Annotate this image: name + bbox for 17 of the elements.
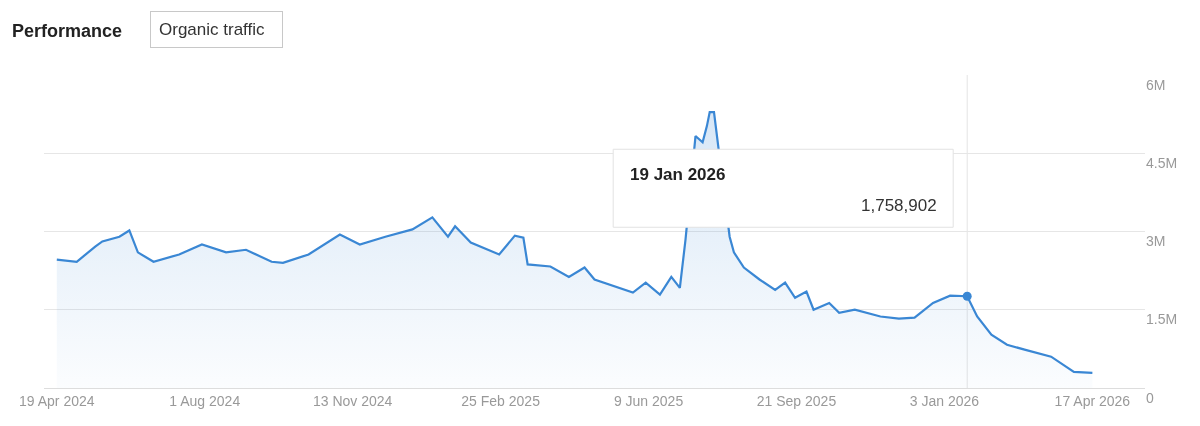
y-tick-label: 4.5M	[1146, 154, 1178, 171]
x-tick-label: 21 Sep 2025	[756, 392, 837, 409]
x-tick-label: 13 Nov 2024	[312, 392, 393, 409]
y-tick-label: 3M	[1146, 233, 1166, 250]
x-tick-label: 19 Apr 2024	[19, 392, 95, 409]
x-tick-label: 1 Aug 2024	[169, 392, 241, 409]
x-tick-label: 17 Apr 2026	[1054, 392, 1131, 409]
chart-subtitle: Organic traffic	[159, 20, 274, 39]
y-tick-label: 0	[1146, 389, 1154, 406]
annotation: 19 Jan 2026	[630, 165, 726, 184]
chart-title: Performance	[12, 21, 123, 41]
y-tick-label: 1.5M	[1146, 311, 1178, 328]
annotation: 1,758,902	[861, 196, 937, 215]
x-tick-label: 3 Jan 2026	[909, 392, 980, 409]
x-tick-label: 9 Jun 2025	[613, 392, 684, 409]
y-tick-label: 6M	[1146, 76, 1166, 93]
x-tick-label: 25 Feb 2025	[461, 392, 541, 409]
